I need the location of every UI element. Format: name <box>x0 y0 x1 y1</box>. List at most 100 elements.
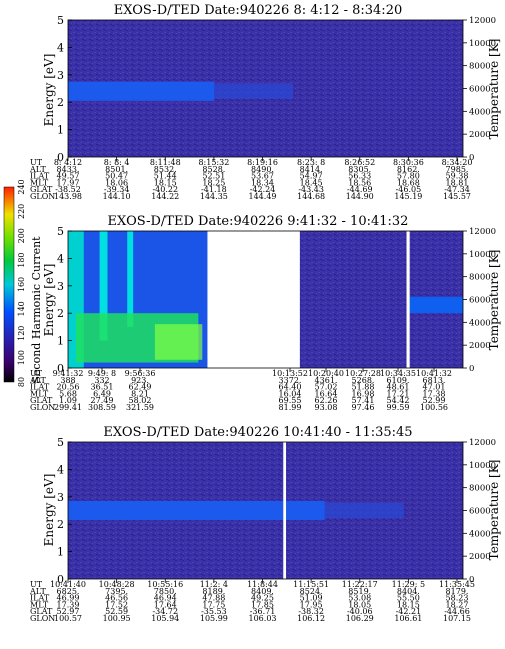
right-tick-label: 12000 <box>469 227 496 237</box>
colorbar-tick-label: 160 <box>17 277 26 292</box>
ephemeris-cell: 8:23: 8 <box>297 158 325 167</box>
ephemeris-row-label: GLAT <box>30 185 53 194</box>
right-tick-label: 2000 <box>469 130 491 140</box>
y-tick-label: 1 <box>57 546 64 559</box>
right-tick-label: 2000 <box>469 552 491 562</box>
panel-2-ylabel: Energy [eV] <box>42 264 56 337</box>
ephemeris-cell: 7395. <box>105 587 128 596</box>
y-tick-label: 5 <box>57 436 64 449</box>
y-tick-label: 2 <box>57 518 64 531</box>
ephemeris-cell: 100.57 <box>54 614 82 623</box>
panel-3-ylabel: Energy [eV] <box>42 474 56 547</box>
ephemeris-cell: 18.34 <box>251 178 274 187</box>
ephemeris-row-label: UT <box>30 580 43 589</box>
ephemeris-row-label: ALT <box>29 587 46 596</box>
heatmap-band <box>324 502 404 519</box>
y-tick-label: 1 <box>57 124 64 137</box>
ephemeris-cell: 8433. <box>57 165 80 174</box>
right-tick-label: 0 <box>469 575 474 585</box>
ephemeris-cell: 64.40 <box>279 383 302 392</box>
ephemeris-cell: 8524. <box>300 587 323 596</box>
heatmap-region <box>99 231 108 341</box>
ephemeris-cell: 18.25 <box>202 178 225 187</box>
ephemeris-cell: 144.10 <box>103 192 131 201</box>
panel-2: EXOS-D/TED Date:940226 9:41:32 - 10:41:3… <box>29 214 501 412</box>
ephemeris-cell: 27.49 <box>91 396 114 405</box>
y-tick-label: 1 <box>57 335 64 348</box>
ephemeris-cell: 100.95 <box>103 614 131 623</box>
ephemeris-cell: 8:34:20 <box>442 158 473 167</box>
ephemeris-cell: 107.15 <box>443 614 471 623</box>
ephemeris-cell: 17.39 <box>57 600 80 609</box>
y-tick-label: 0 <box>57 573 64 586</box>
ephemeris-row-label: GLON <box>30 192 55 201</box>
ephemeris-cell: 17.64 <box>154 600 177 609</box>
y-tick-label: 4 <box>57 41 64 54</box>
y-tick-label: 5 <box>57 14 64 27</box>
y-tick-label: 0 <box>57 362 64 375</box>
ephemeris-cell: 46.94 <box>154 594 177 603</box>
ephemeris-cell: 17.97 <box>57 178 80 187</box>
ephemeris-cell: 50.47 <box>105 172 128 181</box>
ephemeris-cell: 321.59 <box>126 403 154 412</box>
ephemeris-cell: 18.81 <box>446 178 469 187</box>
ephemeris-cell: 9:41:32 <box>53 369 84 378</box>
ephemeris-cell: 100.56 <box>420 403 448 412</box>
panel-2-plot: 0 1 2 3 4 5 0 2000 4000 6000 8000 10000 12000 <box>57 225 496 375</box>
ephemeris-cell: 18.05 <box>348 600 371 609</box>
colorbar-gradient <box>3 186 15 383</box>
panel-3-right-label: Temperature [K] <box>487 460 501 561</box>
ephemeris-cell: 11:29: 5 <box>392 580 425 589</box>
ephemeris-cell: 17.38 <box>423 389 446 398</box>
panel-1-title: EXOS-D/TED Date:940226 8: 4:12 - 8:34:20 <box>114 3 402 18</box>
ephemeris-row-label: ALT <box>29 376 46 385</box>
ephemeris-cell: 308.59 <box>88 403 116 412</box>
panel-1-ylabel: Energy [eV] <box>42 54 56 127</box>
ephemeris-cell: 54.97 <box>300 172 323 181</box>
ephemeris-cell: 36.51 <box>91 383 114 392</box>
ephemeris-cell: 18.68 <box>397 178 420 187</box>
ephemeris-cell: -40.22 <box>152 185 178 194</box>
ephemeris-cell: 8:11:48 <box>150 158 181 167</box>
ephemeris-cell: 145.19 <box>394 192 422 201</box>
ephemeris-cell: 46.56 <box>105 594 128 603</box>
ephemeris-cell: 52.51 <box>202 172 225 181</box>
y-tick-label: 3 <box>57 69 64 82</box>
panel-3: EXOS-D/TED Date:940226 10:41:40 - 11:35:… <box>29 425 501 623</box>
ephemeris-cell: 52.99 <box>423 396 446 405</box>
colorbar-tick-label: 80 <box>17 377 26 387</box>
right-tick-label: 0 <box>469 364 474 374</box>
heatmap-band <box>68 81 215 101</box>
colorbar-tick-label: 240 <box>17 179 26 194</box>
ephemeris-row-label: ALT <box>29 165 46 174</box>
ephemeris-cell: 17.21 <box>387 389 410 398</box>
heatmap-band <box>214 83 294 99</box>
ephemeris-cell: 6825. <box>57 587 80 596</box>
y-tick-label: 4 <box>57 252 64 265</box>
ephemeris-cell: 51.88 <box>352 383 375 392</box>
ephemeris-cell: 332 <box>94 376 109 385</box>
ephemeris-cell: -38.32 <box>298 607 324 616</box>
y-tick-label: 5 <box>57 225 64 238</box>
colorbar-tick-label: 120 <box>17 326 26 341</box>
ephemeris-cell: 8:19:16 <box>247 158 278 167</box>
ephemeris-cell: -44.69 <box>347 185 373 194</box>
y-tick-label: 3 <box>57 491 64 504</box>
ephemeris-cell: -36.71 <box>250 607 276 616</box>
ephemeris-cell: -40.06 <box>347 607 373 616</box>
colorbar-tick-label: 200 <box>17 228 26 243</box>
ephemeris-cell: 53.08 <box>348 594 371 603</box>
ephemeris-cell: 106.29 <box>346 614 374 623</box>
right-tick-label: 10000 <box>469 461 496 471</box>
ephemeris-cell: 18.45 <box>300 178 323 187</box>
ephemeris-cell: 1.09 <box>59 396 77 405</box>
ephemeris-cell: 143.98 <box>54 192 82 201</box>
ephemeris-cell: 8189. <box>202 587 225 596</box>
ephemeris-cell: 11:15:51 <box>293 580 329 589</box>
ephemeris-cell: 99.59 <box>387 403 410 412</box>
heatmap-region <box>127 231 134 327</box>
ephemeris-cell: 6.49 <box>93 389 111 398</box>
ephemeris-cell: 8404. <box>397 587 420 596</box>
